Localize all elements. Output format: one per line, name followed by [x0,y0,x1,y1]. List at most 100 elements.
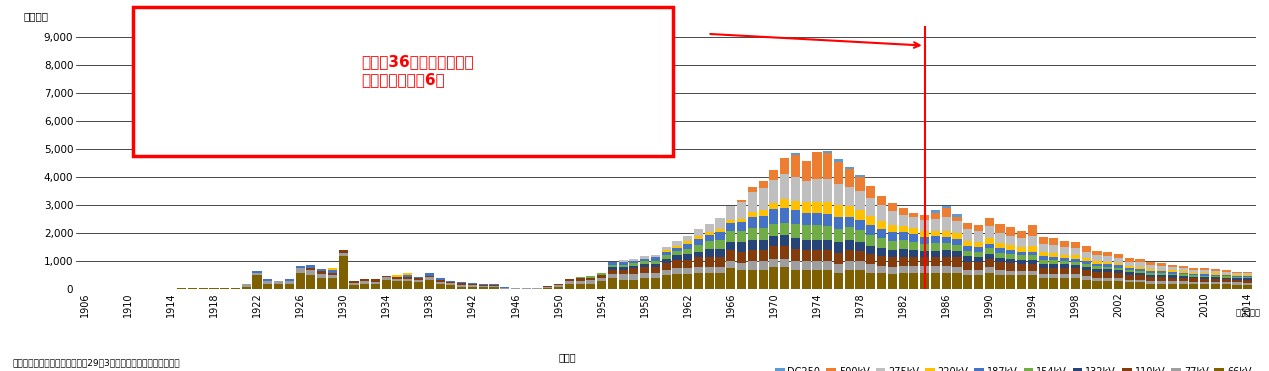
Bar [661,252,671,255]
Bar [1179,281,1188,284]
Bar [1124,268,1133,270]
Bar [1006,275,1015,289]
Bar [1146,265,1155,269]
Bar [769,259,778,267]
Bar [1222,274,1231,275]
Bar [898,226,907,233]
Bar [855,220,864,230]
Bar [855,230,864,242]
Bar [834,253,843,264]
Bar [608,278,617,289]
Bar [1167,270,1176,272]
Bar [253,273,261,275]
Bar [596,273,607,275]
Bar [1211,282,1220,284]
Bar [704,249,714,257]
Bar [1211,273,1220,275]
Bar [608,267,617,270]
Bar [704,273,714,289]
Bar [802,213,811,226]
Bar [360,279,369,281]
Bar [1211,284,1220,289]
Bar [920,230,929,237]
Bar [1167,278,1176,281]
Bar [565,279,574,281]
Bar [1179,278,1188,281]
Bar [1071,278,1080,289]
Bar [867,198,876,216]
Bar [931,213,940,219]
Bar [327,275,338,278]
Bar [327,273,338,275]
Bar [910,217,919,228]
Bar [942,257,950,266]
Bar [920,244,929,251]
Bar [1016,252,1027,255]
Bar [683,236,693,242]
Bar [952,233,962,239]
Bar [586,284,595,289]
Bar [780,246,789,259]
Bar [737,252,746,263]
Bar [704,233,714,235]
Bar [973,231,983,242]
Bar [490,284,499,285]
Bar [1146,269,1155,271]
Text: （基準年）: （基準年） [1235,308,1260,318]
Bar [425,273,434,276]
Bar [576,284,585,289]
Bar [241,284,251,287]
Bar [490,288,499,289]
Bar [274,284,283,289]
Bar [1189,273,1198,274]
Bar [1114,258,1123,263]
Bar [888,274,897,289]
Bar [1136,269,1145,271]
Bar [834,184,843,205]
Bar [339,256,348,289]
Bar [1136,262,1145,267]
Bar [769,267,778,289]
Bar [1081,246,1091,252]
Bar [952,273,962,289]
Bar [651,257,660,261]
Bar [898,233,907,240]
Bar [910,250,919,257]
Bar [845,167,854,169]
Bar [855,261,864,270]
Bar [1081,276,1091,280]
Bar [985,254,994,259]
Bar [824,226,832,240]
Bar [1189,282,1198,284]
Bar [1006,270,1015,275]
Bar [1114,273,1123,278]
Bar [747,193,756,212]
Bar [824,261,832,270]
Bar [877,273,886,289]
Bar [447,285,456,289]
Bar [596,275,607,278]
Bar [704,257,714,267]
Bar [920,214,929,220]
Bar [339,253,348,256]
Bar [608,270,617,274]
Bar [284,281,294,284]
Bar [845,217,854,227]
Bar [780,199,789,207]
Bar [888,257,897,267]
Bar [661,250,671,252]
Bar [1200,270,1209,273]
Bar [1179,276,1188,278]
Bar [1071,265,1080,268]
Bar [1060,265,1070,268]
Bar [220,288,230,289]
Bar [1103,264,1113,267]
Bar [284,279,294,281]
Bar [1232,275,1241,276]
Bar [898,266,907,273]
Bar [1103,252,1113,256]
Bar [1146,271,1155,273]
Bar [1167,267,1176,270]
Bar [1146,275,1155,277]
Bar [1038,264,1048,267]
